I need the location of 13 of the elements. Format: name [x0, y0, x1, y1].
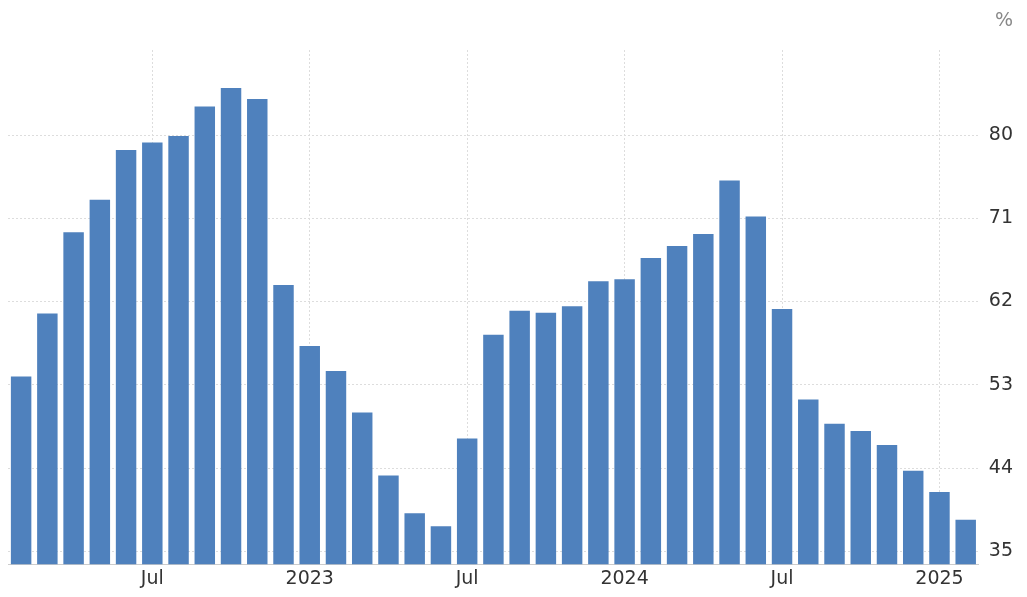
x-tick-label: Jul — [454, 565, 479, 588]
y-tick-label: 71 — [988, 205, 1014, 228]
y-axis-title: % — [994, 8, 1013, 30]
y-tick-label: 35 — [988, 538, 1014, 561]
x-tick-label: 2024 — [600, 565, 649, 588]
x-tick-label: 2023 — [285, 565, 334, 588]
y-tick-label: 44 — [988, 454, 1014, 477]
y-tick-label: 80 — [988, 122, 1014, 145]
y-tick-label: 53 — [988, 371, 1014, 394]
x-tick-label: 2025 — [915, 565, 964, 588]
x-tick-label: Jul — [139, 565, 164, 588]
y-tick-label: 62 — [988, 288, 1014, 311]
x-tick-label: Jul — [769, 565, 794, 588]
